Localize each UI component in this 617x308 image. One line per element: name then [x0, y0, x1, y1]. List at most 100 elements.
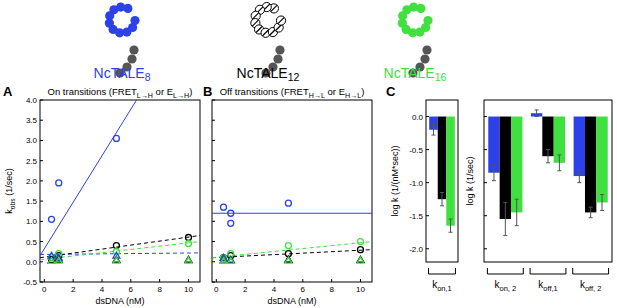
point [357, 256, 364, 262]
tail-bead [420, 54, 429, 63]
y-tick [40, 100, 43, 101]
category-label: kon, 2 [494, 279, 516, 293]
x-tick-label: 4 [272, 285, 277, 294]
x-tick [159, 279, 160, 282]
error-bar [503, 202, 507, 235]
y-tick [426, 248, 429, 249]
fit-line [40, 235, 200, 257]
y-tick-label: 4.0 [26, 96, 38, 105]
y-tick [212, 241, 215, 242]
point [357, 247, 363, 253]
tail-bead [273, 54, 282, 63]
y-axis-label: kobs (1/sec) [4, 168, 16, 213]
error-bar [431, 124, 435, 135]
tail-bead [127, 54, 136, 63]
panel-letter: B [203, 84, 212, 99]
bead [423, 16, 432, 25]
error-bar [535, 110, 539, 117]
bar [596, 117, 607, 203]
y-tick-label: 0.0 [412, 113, 424, 122]
x-axis-label: dsDNA (nM) [95, 296, 144, 306]
x-tick [130, 279, 131, 282]
y-tick [484, 182, 487, 183]
point [220, 257, 227, 263]
hatch [263, 30, 269, 36]
error-bar [589, 207, 593, 218]
title: On transitions (FRETL→H or EL→H) [48, 86, 193, 100]
marks [429, 117, 455, 233]
y-tick-label: -1.0 [409, 179, 423, 188]
panel-letter: A [3, 84, 13, 99]
marks [40, 100, 200, 263]
y-tick [212, 282, 215, 283]
bar [446, 117, 455, 226]
y-tick [484, 116, 487, 117]
y-tick [212, 201, 215, 202]
point [113, 256, 120, 262]
point [48, 257, 55, 263]
point [56, 180, 62, 186]
y-tick [40, 201, 43, 202]
y-tick [40, 140, 43, 141]
y-tick [426, 182, 429, 183]
x-tick-label: 6 [129, 285, 134, 294]
y-tick [426, 215, 429, 216]
y-tick [212, 100, 215, 101]
y-tick [212, 180, 215, 181]
panel: kon, 2koff,1koff, 2log k (1/sec) [465, 100, 612, 293]
construct-label: NcTALE16 [384, 65, 447, 83]
bar [585, 117, 596, 213]
x-tick-label: 8 [329, 285, 334, 294]
x-tick-label: 2 [243, 285, 248, 294]
panel: -2.0-1.5-1.0-0.50.0kon,1log k (1/(nM*sec… [386, 84, 458, 293]
y-tick-label: -1.5 [409, 212, 423, 221]
plot-frame [484, 100, 612, 262]
y-tick [212, 261, 215, 262]
y-tick [40, 261, 43, 262]
y-tick [426, 149, 429, 150]
x-tick-label: 2 [71, 285, 76, 294]
plot-frame [212, 100, 372, 282]
hatch [271, 5, 277, 11]
bar [574, 117, 585, 177]
error-bar [557, 155, 561, 171]
error-bar [492, 165, 496, 181]
point [55, 257, 62, 263]
x-tick [360, 279, 361, 282]
x-axis-label: dsDNA (nM) [267, 296, 316, 306]
marks [488, 110, 607, 236]
y-tick-label: 2.0 [26, 177, 38, 186]
y-tick-label: 3.0 [26, 136, 38, 145]
category-label: kon,1 [432, 279, 452, 293]
y-tick [212, 120, 215, 121]
point [113, 243, 119, 249]
x-tick [188, 279, 189, 282]
panel-letter: C [386, 84, 396, 99]
point [49, 216, 55, 222]
point [228, 210, 234, 216]
title: Off transitions (FRETH→L or EH→L) [220, 86, 365, 100]
point [48, 257, 55, 263]
construct-label: NcTALE8 [94, 65, 151, 83]
point [113, 135, 119, 141]
point [285, 256, 292, 262]
hatch [253, 13, 259, 19]
y-tick-label: -2.0 [409, 245, 423, 254]
hatch [278, 18, 284, 24]
y-tick-label: 0.5 [26, 238, 38, 247]
y-tick [212, 140, 215, 141]
point [227, 257, 234, 263]
x-tick [216, 279, 217, 282]
y-tick [40, 282, 43, 283]
y-tick [40, 221, 43, 222]
y-tick [212, 221, 215, 222]
x-tick-label: 0 [42, 285, 47, 294]
error-bar [515, 199, 519, 225]
point [55, 256, 62, 262]
x-tick [302, 279, 303, 282]
marks [212, 200, 372, 263]
category-label: koff,1 [538, 279, 557, 293]
category-bracket [487, 268, 523, 274]
x-tick-label: 0 [214, 285, 219, 294]
x-tick-label: 10 [184, 285, 193, 294]
